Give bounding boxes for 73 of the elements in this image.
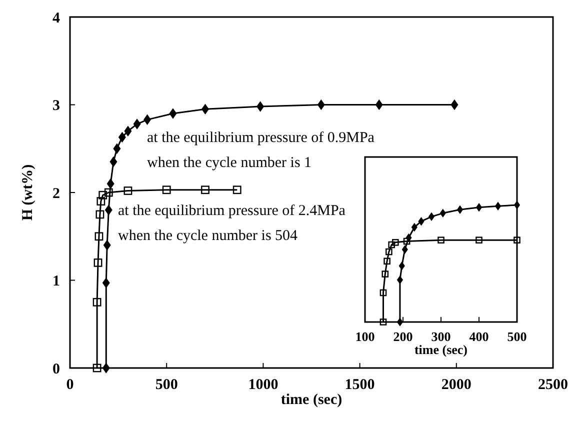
x-tick-label: 1000 <box>248 377 278 393</box>
point <box>169 108 177 119</box>
y-tick-label: 0 <box>52 361 60 378</box>
point <box>133 119 141 130</box>
point <box>104 188 113 197</box>
point <box>440 209 446 218</box>
point <box>418 217 424 226</box>
point <box>398 262 405 270</box>
point <box>457 206 463 214</box>
point <box>104 205 112 216</box>
point <box>124 126 132 136</box>
y-axis-title: H (wt%) <box>20 164 36 221</box>
point <box>110 156 118 167</box>
x-tick-label: 200 <box>393 329 413 344</box>
x-axis-title: time (sec) <box>280 392 342 408</box>
point <box>103 240 111 250</box>
x-tick-label: 300 <box>431 329 451 344</box>
x-tick-label: 400 <box>469 329 489 344</box>
point <box>514 236 520 244</box>
point <box>392 239 399 246</box>
point <box>94 258 102 267</box>
annotation: at the equilibrium pressure of 2.4MPa when the cycle number is 504 <box>118 203 346 244</box>
point <box>94 232 104 241</box>
point <box>96 197 106 206</box>
point <box>384 258 390 265</box>
annotation: at the equilibrium pressure of 0.9MPa when the cycle number is 1 <box>147 130 375 171</box>
point <box>476 203 482 212</box>
point <box>403 238 410 245</box>
point <box>92 298 102 306</box>
point <box>402 245 408 254</box>
point <box>202 104 209 114</box>
point <box>256 102 264 112</box>
point <box>438 236 444 244</box>
point <box>514 200 520 209</box>
point <box>450 100 458 110</box>
point <box>96 210 104 219</box>
x-axis-title: time (sec) <box>414 342 468 357</box>
point <box>375 100 383 110</box>
point <box>318 100 325 110</box>
point <box>113 144 121 154</box>
point <box>118 132 126 142</box>
x-tick-label: 2000 <box>441 377 472 393</box>
y-tick-label: 4 <box>52 10 60 26</box>
point <box>411 223 418 232</box>
point <box>144 114 151 125</box>
y-tick-label: 3 <box>52 98 60 114</box>
x-tick-label: 0 <box>66 377 74 393</box>
x-tick-label: 1500 <box>344 377 375 393</box>
point <box>382 270 389 278</box>
point <box>124 186 132 195</box>
point <box>201 186 210 194</box>
point <box>162 186 171 194</box>
y-tick-label: 1 <box>52 274 60 290</box>
point <box>386 248 392 256</box>
x-tick-label: 500 <box>507 329 527 344</box>
point <box>380 289 387 296</box>
point <box>102 278 110 288</box>
x-tick-label: 100 <box>355 329 375 344</box>
point <box>476 236 482 244</box>
point <box>495 202 501 210</box>
point <box>98 190 108 200</box>
point <box>397 276 403 284</box>
point <box>106 178 114 189</box>
point <box>380 318 387 326</box>
y-tick-label: 2 <box>52 186 60 202</box>
point <box>102 363 110 373</box>
x-tick-label: 500 <box>155 377 178 393</box>
point <box>397 318 403 326</box>
point <box>92 364 102 372</box>
x-tick-label: 2500 <box>538 377 568 393</box>
point <box>388 241 395 248</box>
point <box>428 212 434 221</box>
point <box>232 186 242 194</box>
